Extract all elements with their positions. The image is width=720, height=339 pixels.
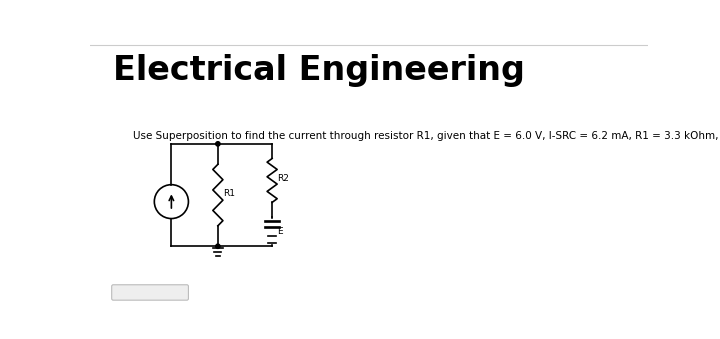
Text: R2: R2	[277, 174, 289, 183]
Text: R1: R1	[223, 189, 235, 198]
FancyBboxPatch shape	[112, 285, 189, 300]
Text: E: E	[277, 227, 283, 236]
Circle shape	[216, 142, 220, 146]
Text: Electrical Engineering: Electrical Engineering	[113, 54, 525, 87]
Circle shape	[216, 244, 220, 248]
Text: Use Superposition to find the current through resistor R1, given that E = 6.0 V,: Use Superposition to find the current th…	[132, 131, 720, 141]
